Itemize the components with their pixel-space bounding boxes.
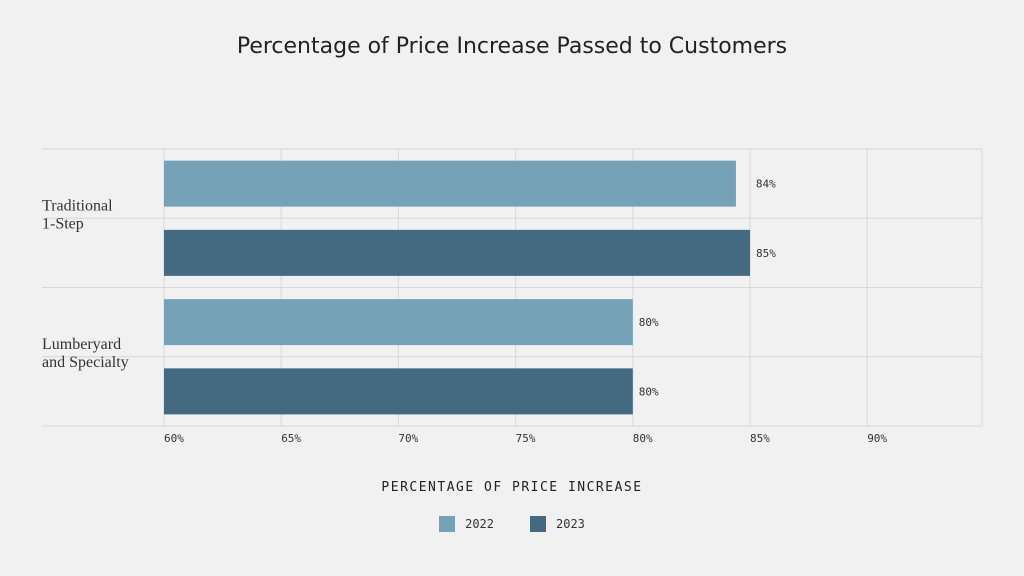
- x-tick-label: 60%: [164, 432, 184, 445]
- data-label: 80%: [639, 385, 659, 398]
- x-tick-label: 75%: [516, 432, 536, 445]
- x-tick-label: 85%: [750, 432, 770, 445]
- legend-swatch-2022: [439, 516, 456, 532]
- data-label: 84%: [756, 178, 776, 191]
- legend: 2022 2023: [0, 516, 1024, 532]
- x-tick-label: 70%: [398, 432, 418, 445]
- x-tick-label: 65%: [281, 432, 301, 445]
- chart-title: Percentage of Price Increase Passed to C…: [236, 34, 788, 59]
- legend-item-2023: 2023: [530, 516, 585, 532]
- category-label: Traditional: [42, 197, 113, 214]
- legend-swatch-2023: [530, 516, 546, 532]
- legend-label-2023: 2023: [556, 517, 585, 531]
- bar: [164, 160, 736, 207]
- legend-item-2022: 2022: [439, 516, 494, 532]
- data-label: 80%: [639, 316, 659, 329]
- bar: [164, 229, 750, 276]
- category-label: 1-Step: [42, 215, 84, 232]
- x-tick-label: 90%: [867, 432, 887, 445]
- category-label: and Specialty: [42, 354, 129, 371]
- bar: [164, 299, 633, 346]
- legend-label-2022: 2022: [465, 517, 494, 531]
- bar: [164, 368, 633, 415]
- x-tick-label: 80%: [633, 432, 653, 445]
- x-axis-title: PERCENTAGE OF PRICE INCREASE: [381, 480, 643, 495]
- bar-chart: 60% 65% 70% 75% 80% 85% 90% 84% 85% Traditional1-…: [42, 148, 983, 445]
- data-label: 85%: [756, 247, 776, 260]
- category-label: Lumberyard: [42, 336, 121, 353]
